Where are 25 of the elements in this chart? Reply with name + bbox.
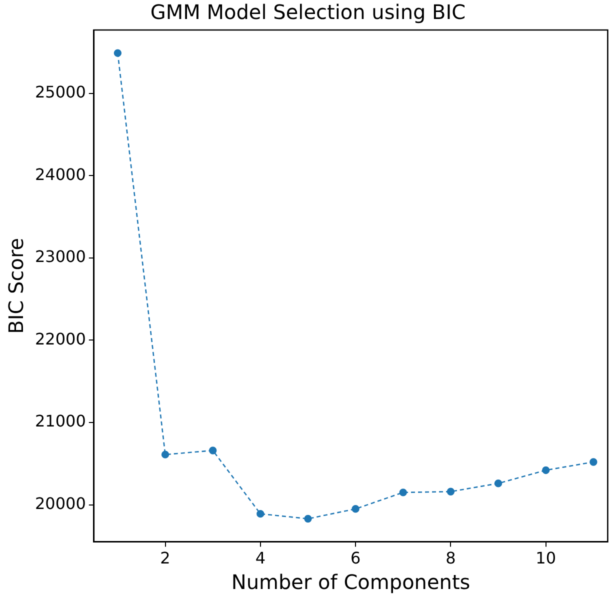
point bbox=[114, 49, 122, 57]
y-tick-label: 23000 bbox=[34, 247, 86, 266]
y-tick-label: 25000 bbox=[34, 82, 86, 102]
y-tick-label: 22000 bbox=[34, 329, 86, 348]
point bbox=[590, 458, 598, 466]
point bbox=[494, 480, 502, 488]
x-tick-label: 6 bbox=[350, 548, 361, 568]
x-tick-label: 4 bbox=[255, 548, 266, 568]
point bbox=[161, 450, 170, 458]
point bbox=[352, 505, 360, 513]
point bbox=[208, 446, 217, 454]
chart-title: GMM Model Selection using BIC bbox=[150, 0, 466, 24]
x-tick-label: 8 bbox=[446, 548, 456, 568]
y-tick-label: 21000 bbox=[34, 412, 86, 431]
point bbox=[256, 510, 264, 518]
y-axis-title: BIC Score bbox=[4, 238, 28, 334]
y-tick-label: 20000 bbox=[34, 494, 86, 513]
point bbox=[542, 466, 550, 474]
y-tick-label: 24000 bbox=[34, 164, 86, 184]
x-tick-label: 10 bbox=[536, 548, 556, 568]
x-tick-label: 2 bbox=[160, 548, 170, 568]
point bbox=[304, 514, 312, 523]
x-axis-title: Number of Components bbox=[231, 570, 470, 594]
point bbox=[399, 488, 407, 496]
point bbox=[446, 488, 455, 496]
